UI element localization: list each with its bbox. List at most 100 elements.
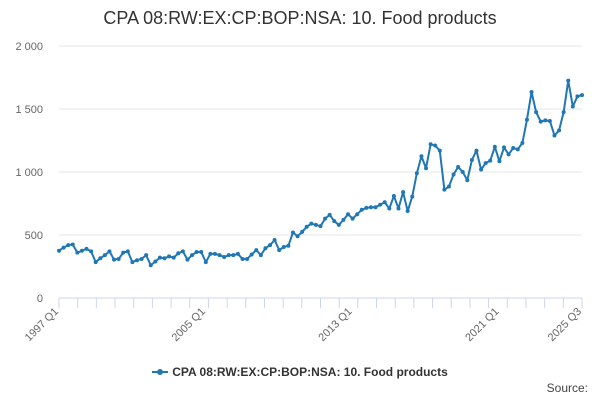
data-point[interactable]	[580, 93, 584, 98]
data-point[interactable]	[497, 159, 502, 164]
data-point[interactable]	[286, 243, 291, 248]
data-point[interactable]	[290, 230, 295, 235]
data-point[interactable]	[396, 206, 401, 211]
data-point[interactable]	[355, 212, 360, 217]
data-point[interactable]	[456, 164, 461, 169]
data-point[interactable]	[364, 205, 369, 210]
data-point[interactable]	[75, 250, 80, 255]
data-point[interactable]	[148, 263, 153, 268]
data-point[interactable]	[547, 118, 552, 123]
data-point[interactable]	[428, 142, 433, 147]
data-point[interactable]	[313, 222, 318, 227]
data-point[interactable]	[437, 148, 442, 153]
data-point[interactable]	[107, 249, 112, 254]
data-point[interactable]	[295, 234, 300, 239]
data-point[interactable]	[446, 184, 451, 189]
data-point[interactable]	[474, 148, 479, 153]
data-point[interactable]	[359, 207, 364, 212]
data-point[interactable]	[102, 253, 107, 258]
data-point[interactable]	[419, 154, 424, 159]
data-point[interactable]	[378, 202, 383, 207]
data-point[interactable]	[492, 144, 497, 149]
data-point[interactable]	[479, 167, 484, 172]
legend[interactable]: CPA 08:RW:EX:CP:BOP:NSA: 10. Food produc…	[0, 365, 600, 379]
data-point[interactable]	[318, 224, 323, 229]
data-point[interactable]	[157, 255, 162, 260]
data-point[interactable]	[538, 119, 543, 124]
data-point[interactable]	[373, 205, 378, 210]
data-point[interactable]	[433, 143, 438, 148]
data-point[interactable]	[442, 187, 447, 192]
data-point[interactable]	[570, 104, 575, 109]
data-point[interactable]	[217, 253, 222, 258]
data-point[interactable]	[79, 248, 84, 253]
data-point[interactable]	[414, 171, 419, 176]
data-point[interactable]	[520, 141, 525, 146]
data-point[interactable]	[125, 249, 130, 254]
data-point[interactable]	[212, 251, 217, 256]
data-point[interactable]	[281, 244, 286, 249]
data-point[interactable]	[557, 128, 562, 133]
data-point[interactable]	[300, 229, 305, 234]
data-point[interactable]	[167, 254, 172, 259]
data-point[interactable]	[66, 243, 71, 248]
data-point[interactable]	[346, 212, 351, 217]
data-point[interactable]	[524, 117, 529, 122]
data-point[interactable]	[272, 238, 277, 243]
data-point[interactable]	[465, 178, 470, 183]
data-point[interactable]	[469, 158, 474, 163]
data-point[interactable]	[139, 256, 144, 261]
data-point[interactable]	[336, 222, 341, 227]
data-point[interactable]	[424, 166, 429, 171]
data-point[interactable]	[575, 94, 580, 99]
data-point[interactable]	[341, 217, 346, 222]
data-point[interactable]	[249, 252, 254, 257]
data-point[interactable]	[134, 258, 139, 263]
data-point[interactable]	[511, 146, 516, 151]
data-point[interactable]	[89, 249, 94, 254]
data-point[interactable]	[153, 259, 158, 264]
data-point[interactable]	[98, 256, 103, 261]
data-point[interactable]	[502, 145, 507, 150]
data-point[interactable]	[116, 256, 121, 261]
data-point[interactable]	[199, 250, 204, 255]
data-point[interactable]	[194, 250, 199, 255]
data-point[interactable]	[552, 133, 557, 138]
data-point[interactable]	[309, 221, 314, 226]
data-point[interactable]	[401, 190, 406, 195]
data-point[interactable]	[235, 251, 240, 256]
data-point[interactable]	[190, 253, 195, 258]
data-point[interactable]	[566, 78, 571, 83]
data-point[interactable]	[162, 256, 167, 261]
data-point[interactable]	[327, 212, 332, 217]
data-point[interactable]	[245, 256, 250, 261]
data-point[interactable]	[185, 257, 190, 262]
data-point[interactable]	[483, 161, 488, 166]
data-point[interactable]	[258, 253, 263, 258]
data-point[interactable]	[203, 260, 208, 265]
data-point[interactable]	[332, 219, 337, 224]
data-point[interactable]	[506, 152, 511, 157]
data-point[interactable]	[144, 253, 149, 258]
data-point[interactable]	[171, 255, 176, 260]
data-point[interactable]	[254, 248, 259, 253]
data-point[interactable]	[61, 245, 66, 250]
data-point[interactable]	[529, 89, 534, 94]
data-point[interactable]	[263, 246, 268, 251]
data-point[interactable]	[277, 248, 282, 253]
data-point[interactable]	[112, 257, 117, 262]
data-point[interactable]	[323, 216, 328, 221]
data-point[interactable]	[240, 256, 245, 261]
data-point[interactable]	[368, 205, 373, 210]
data-point[interactable]	[543, 118, 548, 123]
data-point[interactable]	[121, 250, 126, 255]
data-point[interactable]	[226, 253, 231, 258]
data-point[interactable]	[176, 251, 181, 256]
data-point[interactable]	[460, 170, 465, 174]
data-point[interactable]	[387, 206, 392, 211]
data-point[interactable]	[268, 243, 273, 248]
data-point[interactable]	[515, 147, 520, 152]
data-point[interactable]	[231, 253, 236, 258]
data-point[interactable]	[130, 260, 135, 265]
data-point[interactable]	[561, 110, 566, 115]
